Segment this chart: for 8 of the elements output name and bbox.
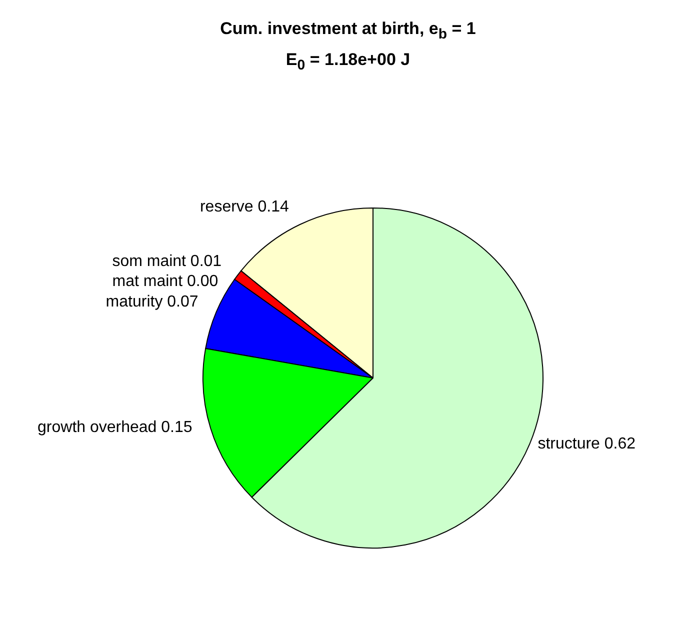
slice-label: reserve 0.14 [200, 198, 290, 216]
chart-subtitle: E$_{0}$ = 1.18e+00 J [284, 49, 412, 76]
chart-title: Cum. investment at birth, e$_{b}$ = 1 [219, 18, 477, 44]
slice-label: maturity 0.07 [106, 293, 198, 310]
slice-label: structure 0.62 [538, 436, 636, 453]
slice-label: som maint 0.01 [112, 253, 222, 270]
category-label: mat maint 0.00 [112, 273, 218, 290]
slice-label: growth overhead 0.15 [38, 419, 192, 436]
